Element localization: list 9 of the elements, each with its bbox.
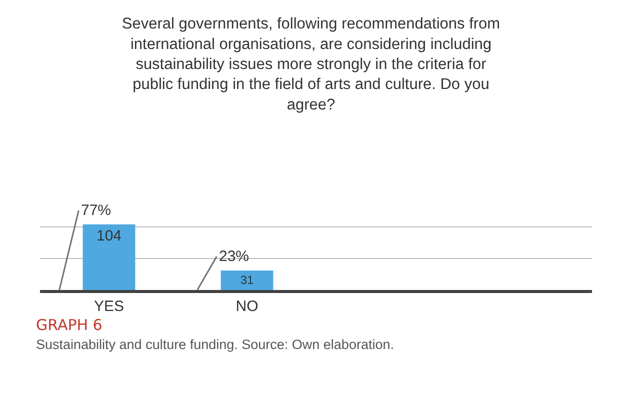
annotation: 77% bbox=[81, 202, 112, 219]
annotation: 23% bbox=[219, 248, 250, 265]
data-label: 104 bbox=[96, 227, 122, 244]
caption: GRAPH 6 bbox=[36, 316, 102, 334]
text: Sustainability and culture funding. Source: Own elaboration. bbox=[36, 337, 394, 352]
x-tick-label: YES bbox=[94, 298, 124, 315]
chart-title: Several governments, following recommendations from international organisations, are considering including sustainability issues more strongly in the criteria for public funding in the field of arts and culture. Do you agree? bbox=[122, 16, 500, 114]
data-label: 31 bbox=[240, 272, 254, 287]
x-tick-label: NO bbox=[236, 298, 258, 315]
